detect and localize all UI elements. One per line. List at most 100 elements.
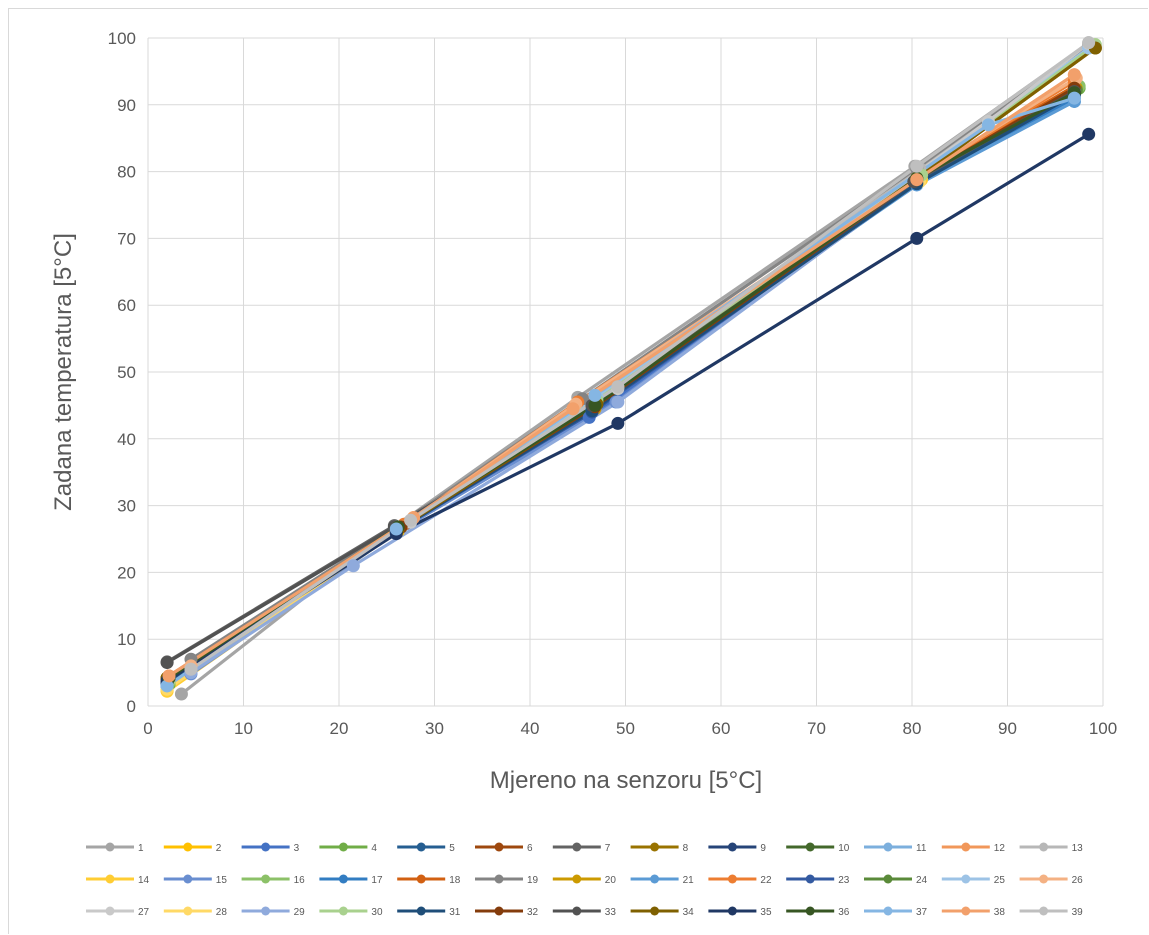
- legend-label-30: 30: [371, 907, 383, 918]
- legend-swatch-marker-33: [572, 906, 582, 916]
- legend-swatch-marker-12: [961, 842, 971, 852]
- legend-label-17: 17: [371, 875, 383, 886]
- legend-swatch-marker-36: [805, 906, 815, 916]
- y-tick-label: 30: [117, 497, 136, 516]
- legend-label-16: 16: [294, 875, 306, 886]
- legend-swatch-marker-19: [494, 874, 504, 884]
- y-tick-label: 40: [117, 430, 136, 449]
- data-point-38-2: [566, 402, 580, 416]
- legend-label-9: 9: [760, 843, 766, 854]
- legend-swatch-marker-31: [416, 906, 426, 916]
- legend-label-22: 22: [760, 875, 772, 886]
- data-point-37-3: [981, 118, 995, 132]
- legend-swatch-marker-13: [1039, 842, 1049, 852]
- legend-swatch-marker-6: [494, 842, 504, 852]
- legend-swatch-marker-5: [416, 842, 426, 852]
- legend-swatch-marker-26: [1039, 874, 1049, 884]
- x-axis-title: Mjereno na senzoru [5°C]: [490, 767, 762, 794]
- legend-swatch-marker-8: [650, 842, 660, 852]
- legend-label-38: 38: [994, 907, 1006, 918]
- legend-label-36: 36: [838, 907, 850, 918]
- x-tick-label: 30: [425, 719, 444, 738]
- x-tick-label: 20: [330, 719, 349, 738]
- legend-swatch-marker-4: [338, 842, 348, 852]
- legend-swatch-marker-27: [105, 906, 115, 916]
- data-point-36-2: [588, 398, 602, 412]
- legend-label-10: 10: [838, 843, 850, 854]
- legend-label-11: 11: [916, 843, 927, 854]
- legend-label-39: 39: [1072, 907, 1084, 918]
- legend-swatch-marker-39: [1039, 906, 1049, 916]
- data-point-39-0: [184, 662, 198, 676]
- data-point-35-4: [1082, 127, 1096, 141]
- data-point-33-0: [160, 656, 174, 670]
- legend-label-32: 32: [527, 907, 539, 918]
- legend-swatch-marker-20: [572, 874, 582, 884]
- legend-swatch-marker-10: [805, 842, 815, 852]
- data-points: [160, 36, 1102, 701]
- legend-swatch-marker-16: [261, 874, 271, 884]
- legend-label-24: 24: [916, 875, 928, 886]
- y-tick-label: 70: [117, 229, 136, 248]
- data-point-38-3: [910, 173, 924, 187]
- y-tick-label: 50: [117, 363, 136, 382]
- legend-swatch-marker-7: [572, 842, 582, 852]
- legend-label-1: 1: [138, 843, 144, 854]
- legend-swatch-marker-25: [961, 874, 971, 884]
- legend-swatch-marker-23: [805, 874, 815, 884]
- legend-swatch-marker-34: [650, 906, 660, 916]
- x-tick-label: 10: [234, 719, 253, 738]
- legend-label-8: 8: [683, 843, 689, 854]
- legend-label-12: 12: [994, 843, 1006, 854]
- data-point-39-4: [1082, 36, 1096, 50]
- legend-label-13: 13: [1072, 843, 1084, 854]
- series-lines: [165, 41, 1098, 696]
- x-tick-label: 70: [807, 719, 826, 738]
- legend-label-28: 28: [216, 907, 228, 918]
- legend-label-29: 29: [294, 907, 306, 918]
- legend-swatch-marker-30: [338, 906, 348, 916]
- legend-swatch-marker-38: [961, 906, 971, 916]
- x-tick-label: 0: [143, 719, 152, 738]
- x-tick-label: 50: [616, 719, 635, 738]
- legend-label-31: 31: [449, 907, 461, 918]
- legend-swatch-marker-22: [727, 874, 737, 884]
- legend-swatch-marker-24: [883, 874, 893, 884]
- x-tick-label: 80: [903, 719, 922, 738]
- legend-swatch-marker-17: [338, 874, 348, 884]
- legend-label-27: 27: [138, 907, 150, 918]
- legend-swatch-marker-2: [183, 842, 193, 852]
- legend-label-34: 34: [683, 907, 695, 918]
- legend-label-33: 33: [605, 907, 617, 918]
- y-axis-title: Zadana temperatura [5°C]: [50, 233, 77, 511]
- legend-label-7: 7: [605, 843, 611, 854]
- legend-label-37: 37: [916, 907, 928, 918]
- x-tick-label: 90: [998, 719, 1017, 738]
- legend-swatch-marker-29: [261, 906, 271, 916]
- legend-label-3: 3: [294, 843, 300, 854]
- legend-swatch-marker-28: [183, 906, 193, 916]
- legend-label-23: 23: [838, 875, 850, 886]
- data-point-38-0: [162, 669, 176, 683]
- data-point-39-1: [404, 513, 418, 527]
- y-tick-label: 60: [117, 296, 136, 315]
- legend-label-19: 19: [527, 875, 539, 886]
- legend-label-4: 4: [371, 843, 377, 854]
- x-tick-label: 100: [1089, 719, 1117, 738]
- legend-label-26: 26: [1072, 875, 1084, 886]
- y-tick-label: 10: [117, 630, 136, 649]
- tick-labels: 0 10 20 30 40 50 60 70 80 90 100 0 10 20 30 40 50 60 70 80 9…: [108, 29, 1118, 738]
- data-point-35-3: [910, 231, 924, 245]
- legend-label-2: 2: [216, 843, 222, 854]
- legend-label-20: 20: [605, 875, 617, 886]
- legend-swatch-marker-18: [416, 874, 426, 884]
- y-tick-label: 20: [117, 563, 136, 582]
- legend-swatch-marker-37: [883, 906, 893, 916]
- legend-swatch-marker-14: [105, 874, 115, 884]
- data-point-37-0: [160, 679, 174, 693]
- legend-label-5: 5: [449, 843, 455, 854]
- data-point-1-0: [174, 687, 188, 701]
- legend-swatch-marker-9: [727, 842, 737, 852]
